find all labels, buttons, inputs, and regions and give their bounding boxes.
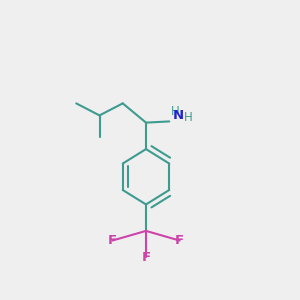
Text: F: F [141,251,151,264]
Text: N: N [173,110,184,122]
Text: F: F [108,234,117,247]
Text: H: H [171,105,180,118]
Text: H: H [184,111,193,124]
Text: F: F [175,234,184,247]
